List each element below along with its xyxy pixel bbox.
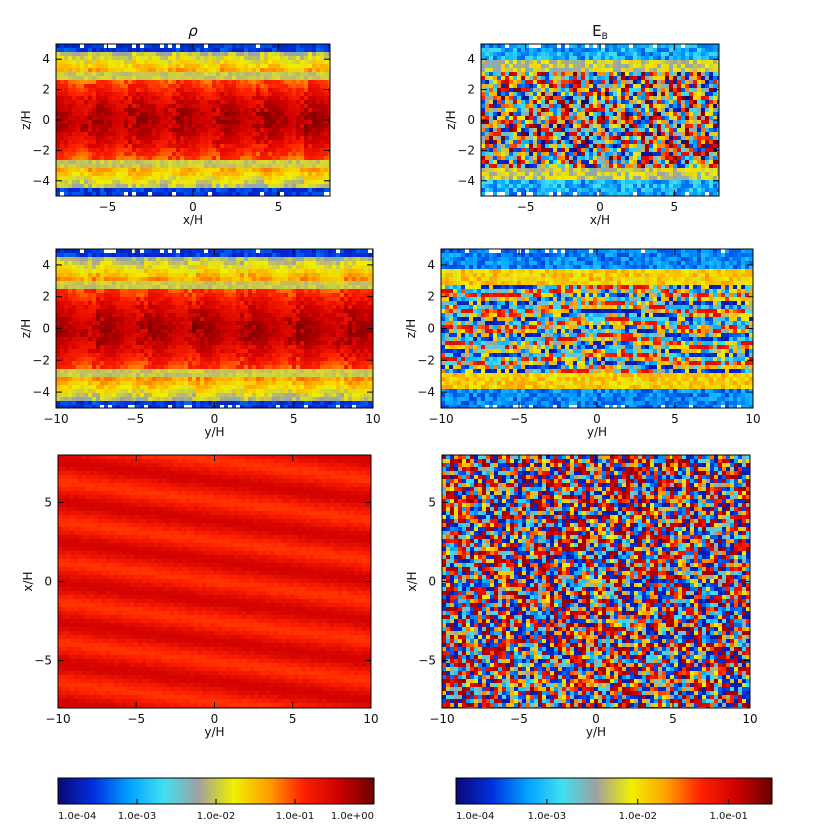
panel-bottom-right-heatmap-cells xyxy=(442,455,751,709)
panel-bottom-right-xtick-label: 10 xyxy=(742,712,757,726)
panel-top-right-xtick-label: 0 xyxy=(596,200,604,214)
panel-top-left-xlabel: x/H xyxy=(183,213,203,227)
panel-bottom-right-xtick-label: −5 xyxy=(510,712,528,726)
panel-middle-left-xtick-label: 10 xyxy=(365,412,380,426)
panel-middle-left-ytick-label: 2 xyxy=(42,290,50,304)
panel-bottom-right-ylabel: x/H xyxy=(405,571,419,591)
panel-bottom-left-ytick-label: −5 xyxy=(34,654,52,668)
panel-bottom-left-xtick-label: −10 xyxy=(45,712,70,726)
panel-top-right-title: EB xyxy=(592,22,608,42)
panel-bottom-left-xtick-label: 5 xyxy=(289,712,297,726)
colorbar-right-tick-label: 1.0e-02 xyxy=(619,811,657,822)
colorbar-left-gradient xyxy=(58,778,375,804)
colorbar-left-tick-label: 1.0e-03 xyxy=(118,811,156,822)
panel-middle-left-ytick-label: 4 xyxy=(42,258,50,272)
panel-bottom-right-ytick-label: 0 xyxy=(428,575,436,589)
panel-top-left-ytick-label: 0 xyxy=(42,113,50,127)
panel-bottom-left-xtick-label: −5 xyxy=(127,712,145,726)
panel-middle-right-xlabel: y/H xyxy=(587,425,607,439)
panel-top-left-title: ρ xyxy=(188,22,198,40)
panel-middle-left-xtick-label: −10 xyxy=(43,412,68,426)
panel-top-left-xtick-label: −5 xyxy=(99,200,117,214)
panel-top-left-ytick-label: −2 xyxy=(32,143,50,157)
panel-top-right-xtick-label: −5 xyxy=(517,200,535,214)
colorbar-left-tick-label: 1.0e-02 xyxy=(197,811,235,822)
panel-middle-right-ylabel: z/H xyxy=(404,319,418,338)
panel-bottom-right-xlabel: y/H xyxy=(586,725,606,739)
panel-middle-right-xtick-label: 5 xyxy=(671,412,679,426)
panel-top-right-xtick-label: 5 xyxy=(671,200,679,214)
panel-top-right-ylabel: z/H xyxy=(444,110,458,129)
panel-top-right-ytick-label: −4 xyxy=(457,174,475,188)
panel-middle-left-xtick-label: 5 xyxy=(290,412,298,426)
panel-middle-right-ytick-label: 4 xyxy=(427,258,435,272)
colorbar-left-tick-label: 1.0e-04 xyxy=(58,811,96,822)
panel-top-left-ytick-label: −4 xyxy=(32,174,50,188)
panel-middle-left-xtick-label: −5 xyxy=(126,412,144,426)
panel-middle-right-xtick-label: 10 xyxy=(745,412,760,426)
panel-top-right-heatmap-cells xyxy=(481,44,720,197)
panel-bottom-left-ylabel: x/H xyxy=(21,571,35,591)
panel-top-left-ytick-label: 2 xyxy=(42,83,50,97)
panel-middle-left-heatmap-cells xyxy=(56,249,374,409)
panel-top-right-ytick-label: 2 xyxy=(467,83,475,97)
panel-top-right-ytick-label: 4 xyxy=(467,52,475,66)
panel-top-left-ylabel: z/H xyxy=(19,110,33,129)
panel-bottom-left-ytick-label: 5 xyxy=(44,495,52,509)
colorbar-right-gradient xyxy=(456,778,773,804)
panel-middle-right-xtick-label: −10 xyxy=(428,412,453,426)
colorbar-right-tick-label: 1.0e-01 xyxy=(709,811,747,822)
panel-bottom-right-xtick-label: 5 xyxy=(669,712,677,726)
colorbar-left-tick-label: 1.0e-01 xyxy=(276,811,314,822)
panel-middle-right-heatmap-cells xyxy=(441,249,754,409)
panel-bottom-left-xlabel: y/H xyxy=(204,725,224,739)
panel-middle-left-ytick-label: −2 xyxy=(32,353,50,367)
colorbar-right-frame xyxy=(455,777,773,805)
colorbar-left-tick-label: 1.0e+00 xyxy=(331,811,374,822)
panel-middle-right-ytick-label: −4 xyxy=(417,385,435,399)
panel-middle-right-ytick-label: 2 xyxy=(427,290,435,304)
panel-bottom-right-xtick-label: −10 xyxy=(429,712,454,726)
panel-top-right-ytick-label: −2 xyxy=(457,143,475,157)
panel-top-left-ytick-label: 4 xyxy=(42,52,50,66)
panel-middle-left-ytick-label: −4 xyxy=(32,385,50,399)
panel-bottom-left-heatmap-cells xyxy=(58,455,372,709)
panel-bottom-right-xtick-label: 0 xyxy=(592,712,600,726)
panel-bottom-right-ytick-label: 5 xyxy=(428,495,436,509)
panel-middle-right-xtick-label: −5 xyxy=(510,412,528,426)
panel-bottom-right-ytick-label: −5 xyxy=(418,654,436,668)
panel-middle-right-xtick-label: 0 xyxy=(593,412,601,426)
colorbar-right-tick-label: 1.0e-03 xyxy=(528,811,566,822)
panel-middle-left-ytick-label: 0 xyxy=(42,322,50,336)
panel-middle-right-ytick-label: 0 xyxy=(427,322,435,336)
panel-top-left-xtick-label: 0 xyxy=(189,200,197,214)
panel-middle-left-ylabel: z/H xyxy=(19,319,33,338)
panel-top-left-heatmap-cells xyxy=(56,44,331,197)
panel-top-right-xlabel: x/H xyxy=(590,213,610,227)
panel-middle-left-xlabel: y/H xyxy=(204,425,224,439)
panel-middle-right-ytick-label: −2 xyxy=(417,353,435,367)
panel-top-right-ytick-label: 0 xyxy=(467,113,475,127)
panel-middle-left-xtick-label: 0 xyxy=(211,412,219,426)
panel-top-left-xtick-label: 5 xyxy=(275,200,283,214)
panel-bottom-left-xtick-label: 10 xyxy=(363,712,378,726)
panel-bottom-left-ytick-label: 0 xyxy=(44,575,52,589)
panel-bottom-left-xtick-label: 0 xyxy=(211,712,219,726)
colorbar-right-tick-label: 1.0e-04 xyxy=(456,811,494,822)
panel-top-right-title-subscript: B xyxy=(602,32,608,42)
